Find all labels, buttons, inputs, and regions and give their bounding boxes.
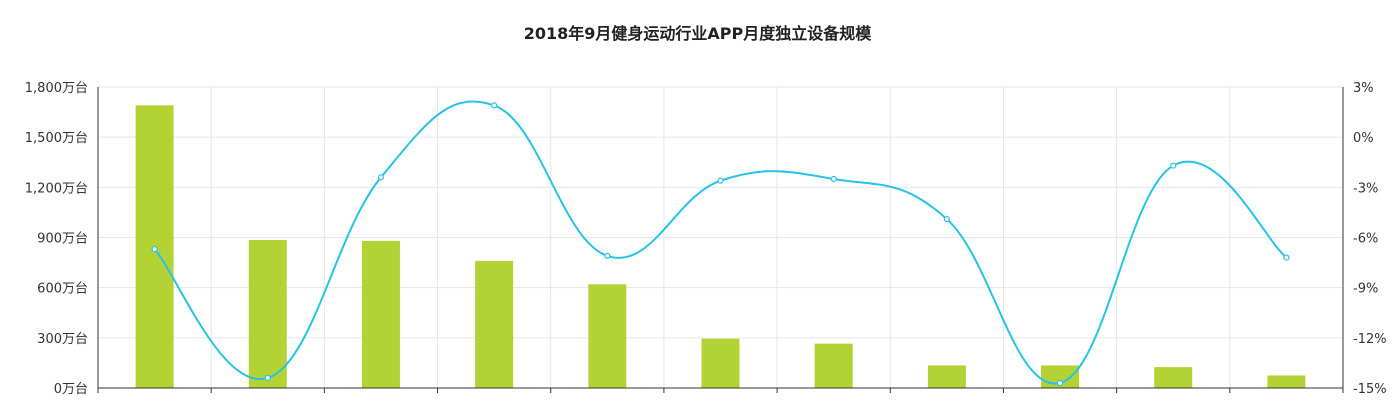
y-right-tick-label: 0%: [1353, 131, 1374, 146]
y-left-tick-label: 900万台: [37, 232, 88, 247]
y-left-tick-label: 1,200万台: [25, 181, 88, 196]
bar: [814, 343, 853, 388]
line-path: [153, 100, 1288, 385]
line-point: [604, 252, 611, 259]
line-point: [1056, 379, 1064, 387]
line-series: [151, 100, 1290, 387]
line-point: [377, 174, 385, 181]
bar-series: [135, 105, 1306, 389]
bar: [361, 240, 400, 388]
line-point: [943, 216, 950, 223]
bar: [475, 260, 514, 388]
y-right-tick-label: -15%: [1353, 382, 1387, 397]
axes: [97, 87, 1344, 393]
y-right-tick-label: -6%: [1353, 232, 1378, 247]
line-point: [491, 102, 498, 109]
line-point: [717, 177, 724, 184]
line-point: [151, 246, 158, 253]
tick-labels: 0万台 -15% 300万台 -12% 600万台 -9% 900万台 -6% 1,200万台 -…: [25, 81, 1387, 397]
y-left-tick-label: 300万台: [37, 332, 88, 347]
line-point: [1170, 162, 1177, 169]
line-point: [264, 374, 271, 382]
y-right-tick-label: 3%: [1353, 81, 1374, 96]
y-right-tick-label: -9%: [1353, 282, 1378, 297]
y-left-tick-label: 600万台: [37, 282, 88, 297]
bar: [701, 338, 740, 388]
bar: [588, 284, 627, 388]
chart-title: 2018年9月健身运动行业APP月度独立设备规模: [523, 24, 872, 43]
bar: [927, 365, 966, 388]
y-left-tick-label: 0万台: [54, 382, 88, 397]
y-right-tick-label: -12%: [1353, 332, 1387, 347]
y-left-tick-label: 1,800万台: [25, 81, 88, 96]
bar: [248, 240, 287, 388]
y-left-tick-label: 1,500万台: [25, 131, 88, 146]
grid: [98, 86, 1343, 388]
bar: [1267, 375, 1306, 388]
bar: [1154, 367, 1193, 388]
line-point: [830, 175, 837, 183]
y-right-tick-label: -3%: [1353, 181, 1378, 196]
line-point: [1283, 254, 1290, 261]
